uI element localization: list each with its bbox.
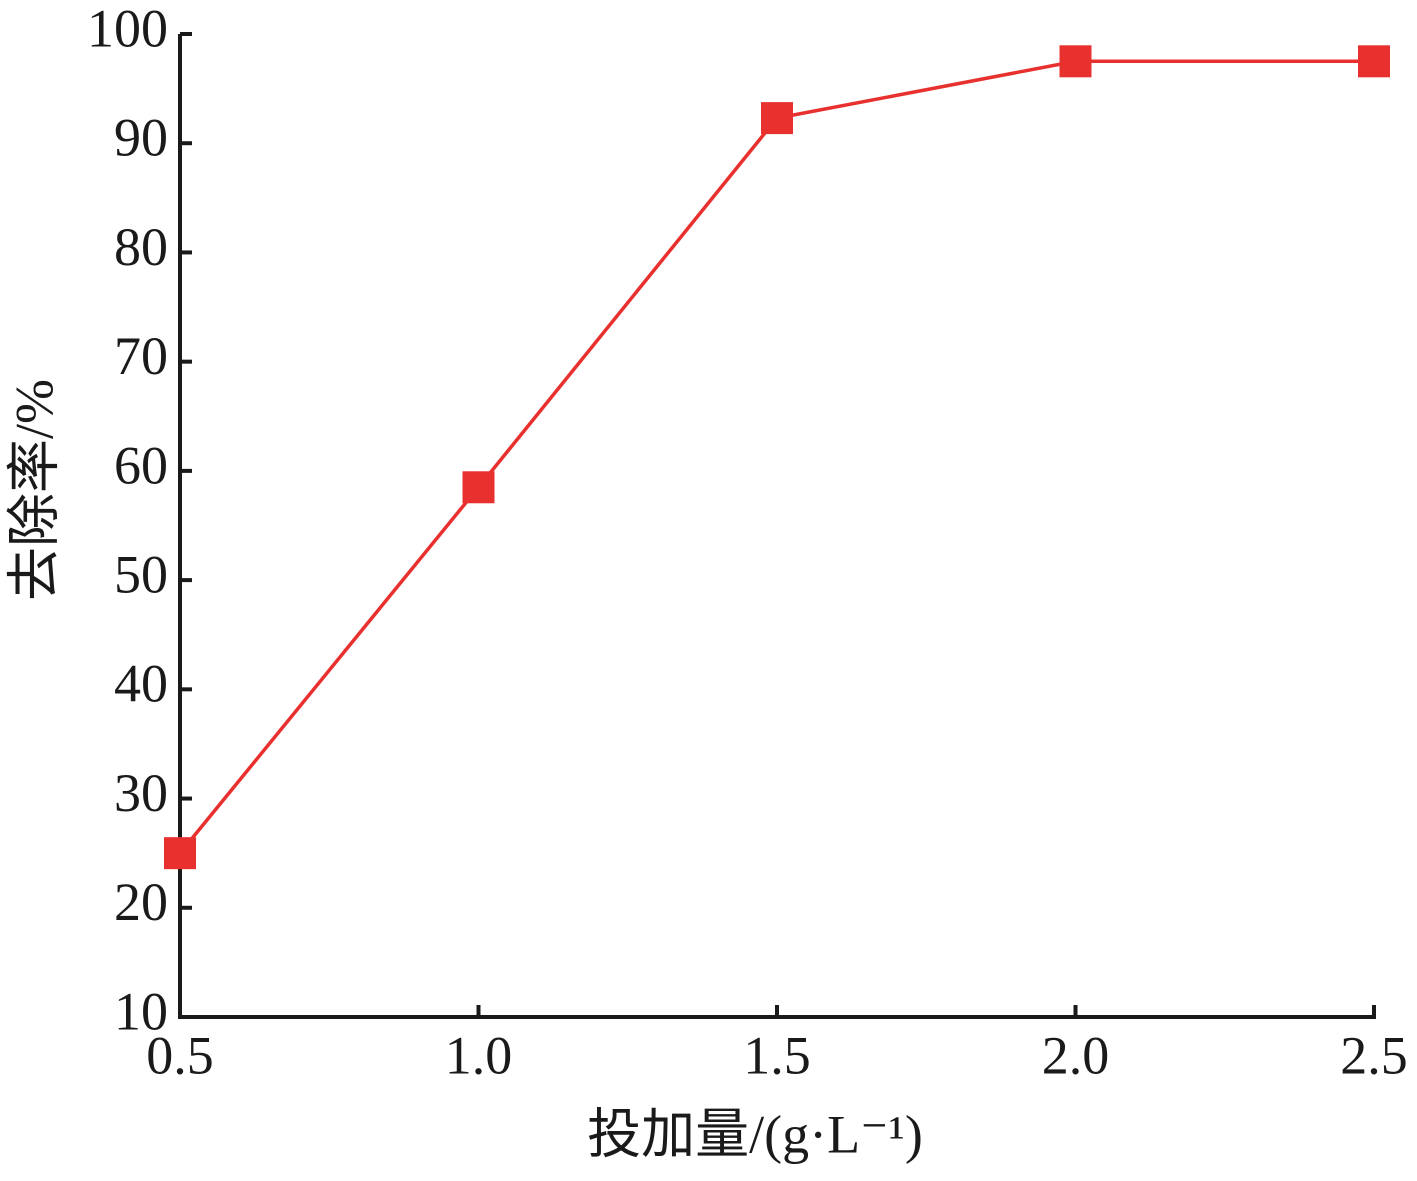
marker [462, 471, 495, 504]
y-tick-label: 30 [114, 763, 168, 823]
y-tick-label: 80 [114, 217, 168, 277]
x-tick-label: 2.5 [1340, 1025, 1408, 1085]
marker [164, 837, 196, 870]
y-axis-label: 去除率/% [4, 379, 64, 601]
x-tick-label: 0.5 [146, 1025, 214, 1085]
marker [1059, 45, 1092, 78]
x-tick-label: 2.0 [1042, 1025, 1110, 1085]
y-tick-label: 70 [114, 326, 168, 386]
axes [178, 34, 1376, 1019]
marker [1358, 45, 1390, 78]
y-tick-label: 100 [87, 0, 168, 58]
x-tick-label: 1.0 [445, 1025, 513, 1085]
y-tick-label: 10 [114, 981, 168, 1041]
marker [761, 102, 793, 135]
y-tick-label: 20 [114, 872, 168, 932]
y-tick-label: 40 [114, 654, 168, 714]
y-tick-label: 60 [114, 435, 168, 495]
y-tick-label: 50 [114, 545, 168, 605]
series-line [178, 59, 1374, 855]
x-tick-label: 1.5 [743, 1025, 811, 1085]
y-tick-label: 90 [114, 108, 168, 168]
x-axis-label: 投加量/(g·L⁻¹) [587, 1104, 923, 1164]
